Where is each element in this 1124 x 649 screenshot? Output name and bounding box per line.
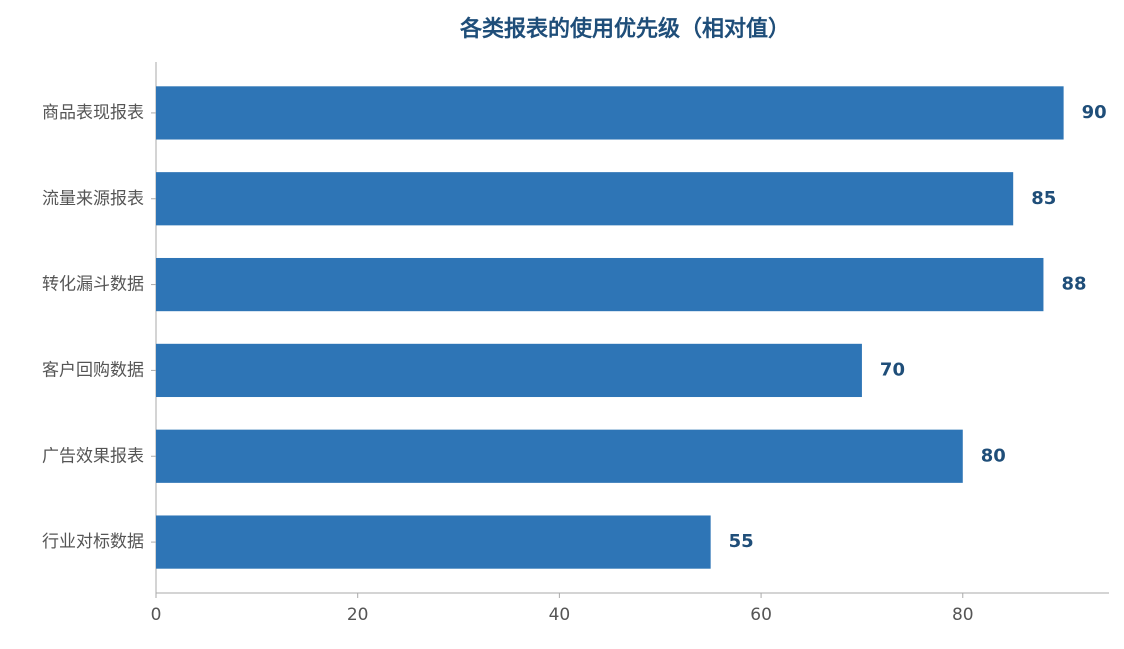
x-tick-label: 0: [151, 605, 162, 625]
value-label: 80: [981, 445, 1006, 466]
x-tick-label: 20: [347, 605, 369, 625]
y-tick-label: 行业对标数据: [42, 532, 144, 552]
bar: [156, 515, 711, 569]
bar: [156, 86, 1064, 140]
y-tick-label: 商品表现报表: [42, 103, 144, 123]
chart-title: 各类报表的使用优先级（相对值）: [459, 16, 790, 42]
value-label: 70: [880, 359, 905, 380]
x-tick-label: 80: [952, 605, 974, 625]
y-tick-label: 流量来源报表: [42, 189, 144, 209]
bar: [156, 172, 1014, 226]
y-tick-label: 转化漏斗数据: [42, 275, 144, 295]
x-tick-label: 60: [750, 605, 772, 625]
y-tick-label: 客户回购数据: [42, 360, 144, 380]
x-tick-label: 40: [549, 605, 571, 625]
bar: [156, 257, 1044, 312]
bar: [156, 343, 862, 398]
value-label: 88: [1061, 274, 1086, 295]
bar: [156, 429, 963, 483]
value-label: 90: [1082, 102, 1107, 123]
value-label: 55: [729, 531, 754, 552]
value-label: 85: [1031, 188, 1056, 209]
y-tick-label: 广告效果报表: [42, 446, 144, 466]
